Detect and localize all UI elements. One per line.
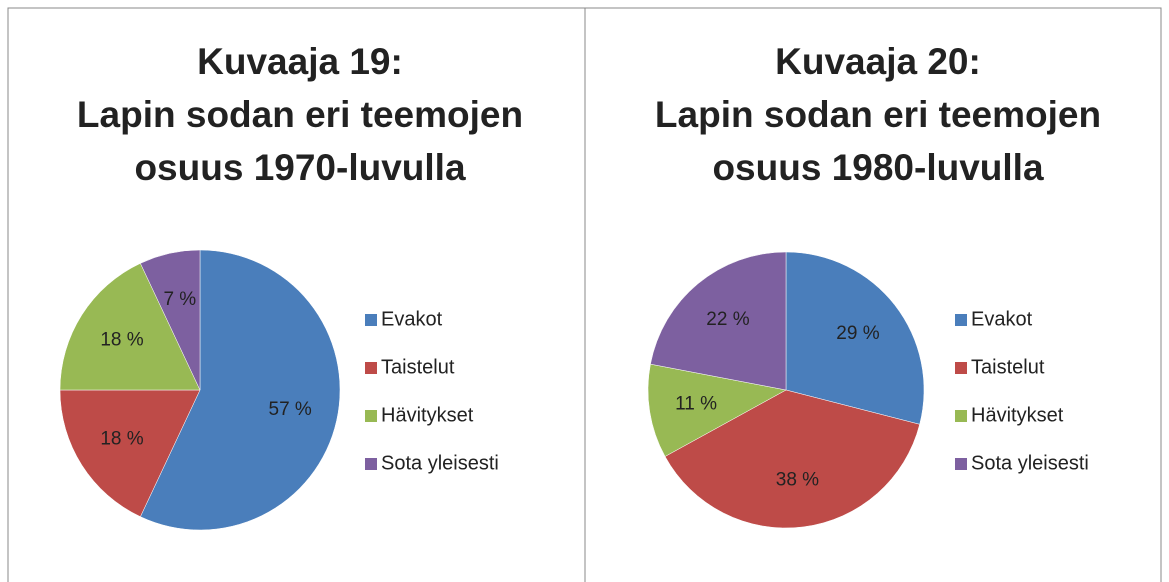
pie-slice	[650, 251, 787, 391]
legend-label: Evakot	[381, 308, 443, 330]
legend-label: Sota yleisesti	[381, 452, 499, 474]
legend-swatch	[365, 362, 377, 374]
legend-swatch	[365, 314, 377, 326]
legend-swatch	[365, 458, 377, 470]
data-label: 18 %	[100, 330, 143, 351]
data-label: 22 %	[706, 309, 749, 330]
pie-slice	[664, 389, 920, 529]
legend-swatch	[955, 362, 967, 374]
chart-title: Lapin sodan eri teemojen	[655, 94, 1101, 135]
pie-slice	[59, 389, 201, 518]
legend-swatch	[955, 458, 967, 470]
pie-slice	[785, 251, 925, 425]
legend-swatch	[955, 314, 967, 326]
pie-slice	[647, 363, 787, 457]
legend-swatch	[365, 410, 377, 422]
panel-border	[584, 7, 1162, 582]
legend-label: Sota yleisesti	[971, 452, 1089, 474]
chart-title: osuus 1980-luvulla	[712, 147, 1043, 188]
data-label: 38 %	[776, 469, 819, 490]
chart-title: Kuvaaja 20:	[775, 41, 981, 82]
data-label: 29 %	[836, 323, 879, 344]
chart-title: Lapin sodan eri teemojen	[77, 94, 523, 135]
chart-title: Kuvaaja 19:	[197, 41, 403, 82]
legend-swatch	[955, 410, 967, 422]
data-label: 57 %	[269, 399, 312, 420]
data-label: 7 %	[163, 289, 196, 310]
chart-title: osuus 1970-luvulla	[134, 147, 465, 188]
legend-label: Hävitykset	[971, 404, 1064, 426]
legend-label: Evakot	[971, 308, 1033, 330]
data-label: 18 %	[100, 429, 143, 450]
legend-label: Taistelut	[971, 356, 1045, 378]
data-label: 11 %	[675, 393, 717, 414]
legend-label: Hävitykset	[381, 404, 474, 426]
pie-slice	[140, 249, 341, 531]
pie-slice	[59, 262, 201, 391]
legend-label: Taistelut	[381, 356, 455, 378]
pie-slice	[140, 249, 201, 391]
